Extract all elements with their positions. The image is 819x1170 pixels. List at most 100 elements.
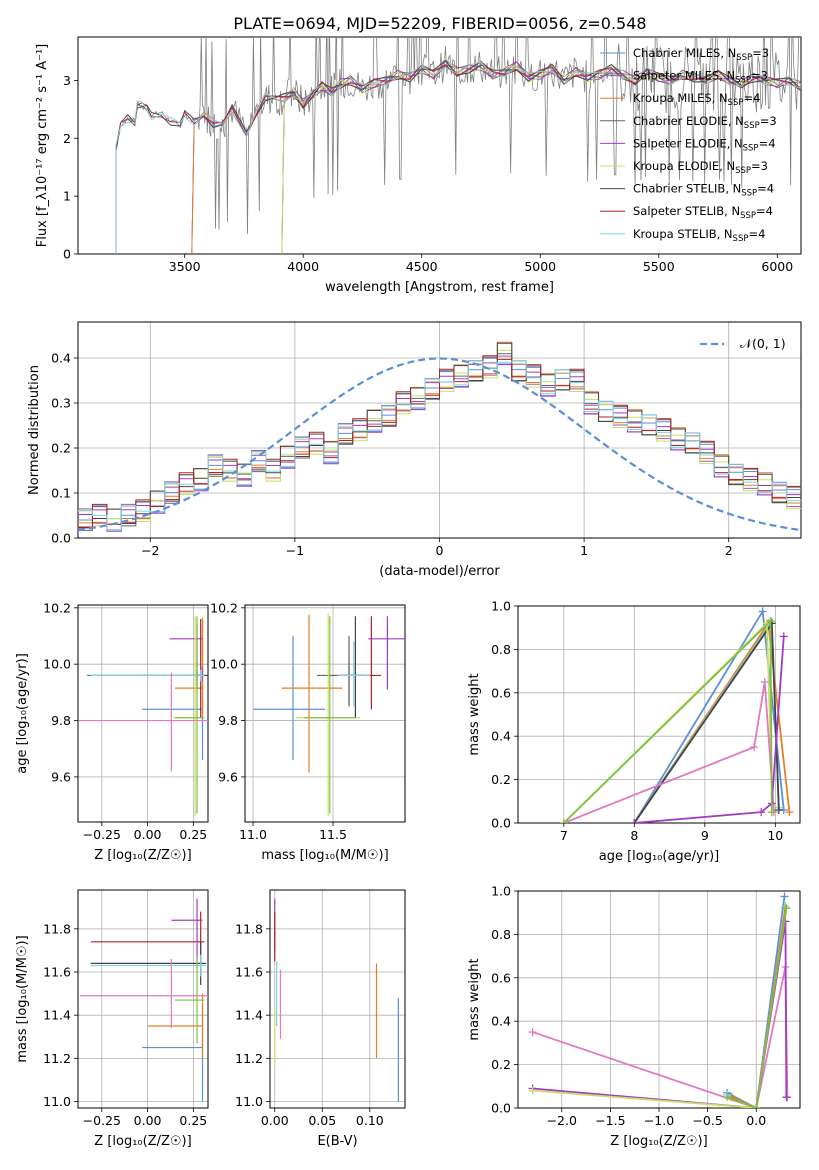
y-tick-label: 10.2 <box>43 600 71 615</box>
x-tick-label: 0.00 <box>261 1113 289 1128</box>
legend-suffix: =4 <box>757 182 774 196</box>
y-tick-label: 0.0 <box>51 531 71 546</box>
legend-subscript: SSP <box>740 211 756 221</box>
y-tick-label: 0.6 <box>491 685 511 700</box>
age-vs-mass-panel: 11.0 11.5 9.6 9.8 10.0 10.2 mass [log₁₀(M/M☉)] <box>210 600 406 863</box>
x-axis-label: mass [log₁₀(M/M☉)] <box>261 848 388 863</box>
y-tick-label: 9.8 <box>51 713 71 728</box>
axes-frame <box>244 604 406 823</box>
legend-entry: Chabrier ELODIE, NSSP=3 <box>633 114 777 131</box>
legend-entry: Salpeter STELIB, NSSP=4 <box>633 204 773 221</box>
x-axis-label: Z [log₁₀(Z/Z☉)] <box>94 848 191 863</box>
plot-area <box>79 898 208 1102</box>
legend-subscript: SSP <box>744 121 760 131</box>
legend-suffix: =3 <box>751 69 768 83</box>
y-tick-label: 1 <box>63 189 71 204</box>
weight-line <box>633 620 791 823</box>
legend-suffix: =3 <box>760 114 777 128</box>
x-tick-label: 8 <box>630 828 638 843</box>
weight-line <box>726 908 788 1108</box>
legend-suffix: =4 <box>759 136 776 150</box>
plot-area <box>274 898 399 1102</box>
axes-frame <box>77 36 802 255</box>
weight-vs-metallicity-panel: −2.0 −1.5 −1.0 −0.5 0.0 0.0 0.2 0.4 0.6 0.8 1.0 Z [… <box>467 884 801 1149</box>
legend-entry: Kroupa MILES, NSSP=4 <box>633 91 760 108</box>
x-tick-label: −2 <box>141 543 159 558</box>
y-tick-label: 0.4 <box>491 1014 511 1029</box>
x-tick-label: 0.00 <box>134 1113 162 1128</box>
legend-entry: Chabrier MILES, NSSP=3 <box>633 46 769 63</box>
weight-line <box>563 619 773 823</box>
model-spectrum-line <box>281 61 801 254</box>
y-tick-label: 0 <box>63 247 71 262</box>
x-tick-label: 6000 <box>761 259 793 274</box>
legend-entry: Chabrier STELIB, NSSP=4 <box>633 182 774 199</box>
x-tick-label: 4000 <box>287 259 319 274</box>
y-tick-label: 9.6 <box>51 769 71 784</box>
x-tick-label: 0.0 <box>746 1113 766 1128</box>
y-tick-label: 0.6 <box>491 970 511 985</box>
x-tick-label: 11.5 <box>319 827 347 842</box>
axes-frame <box>77 889 209 1109</box>
legend-entry: 𝒩(0, 1) <box>740 336 786 351</box>
x-tick-label: −2.0 <box>547 1113 577 1128</box>
x-tick-label: 4500 <box>406 259 438 274</box>
axes-frame <box>77 604 209 823</box>
y-tick-label: 9.6 <box>218 769 238 784</box>
x-tick-label: 2 <box>725 543 733 558</box>
weight-line <box>563 681 775 823</box>
residual-histogram-panel: −2 −1 0 1 2 0.0 0.1 0.2 0.3 0.4 (data-model)/error… <box>27 321 802 579</box>
y-tick-label: 10.0 <box>43 657 71 672</box>
y-tick-label: 11.6 <box>235 965 263 980</box>
axes-frame <box>77 321 802 539</box>
y-tick-label: 11.4 <box>43 1008 71 1023</box>
legend-subscript: SSP <box>735 166 751 176</box>
y-tick-label: 11.0 <box>235 1094 263 1109</box>
y-tick-label: 0.0 <box>491 1101 511 1116</box>
y-tick-label: 0.2 <box>491 772 511 787</box>
y-tick-label: 11.4 <box>235 1008 263 1023</box>
x-tick-label: 3500 <box>169 259 201 274</box>
model-spectrum-line <box>281 60 801 254</box>
legend-suffix: =4 <box>743 91 760 105</box>
y-tick-label: 0.2 <box>491 1057 511 1072</box>
x-tick-label: −0.25 <box>83 827 121 842</box>
legend-subscript: SSP <box>736 53 752 63</box>
y-tick-label: 9.8 <box>218 713 238 728</box>
y-axis-label: mass weight <box>467 673 482 755</box>
y-tick-label: 10.2 <box>210 600 238 615</box>
x-tick-label: 5000 <box>524 259 556 274</box>
x-tick-label: 10 <box>767 828 783 843</box>
legend-suffix: =3 <box>752 46 769 60</box>
axes-frame <box>517 605 801 824</box>
x-tick-label: 7 <box>560 828 568 843</box>
y-axis-label: age [log₁₀(age/yr)] <box>15 653 30 774</box>
y-axis-label: mass weight <box>467 958 482 1040</box>
y-tick-label: 1.0 <box>491 599 511 614</box>
x-axis-label: Z [log₁₀(Z/Z☉)] <box>94 1134 191 1149</box>
y-tick-label: 11.2 <box>235 1051 263 1066</box>
mass-vs-metallicity-panel: −0.25 0.00 0.25 11.0 11.2 11.4 11.6 11.8 Z [log₁… <box>15 889 209 1149</box>
plot-area <box>79 616 208 817</box>
y-tick-label: 0.0 <box>491 816 511 831</box>
y-tick-label: 0.8 <box>491 927 511 942</box>
weight-line <box>532 921 788 1108</box>
age-vs-metallicity-panel: −0.25 0.00 0.25 9.6 9.8 10.0 10.2 Z [log₁₀(Z/Z☉… <box>15 600 209 863</box>
y-tick-label: 11.2 <box>43 1051 71 1066</box>
x-tick-label: 1 <box>580 543 588 558</box>
x-axis-label: Z [log₁₀(Z/Z☉)] <box>610 1134 707 1149</box>
legend-subscript: SSP <box>741 189 757 199</box>
spectrum-panel: 3500 4000 4500 5000 5500 6000 0 1 2 3 wavelength [… <box>35 36 802 295</box>
legend-subscript: SSP <box>728 98 744 108</box>
legend-subscript: SSP <box>733 234 749 244</box>
plot-area <box>253 613 405 817</box>
x-tick-label: 5500 <box>643 259 675 274</box>
x-tick-label: −0.5 <box>692 1113 722 1128</box>
mass-vs-extinction-panel: 0.00 0.05 0.10 11.0 11.2 11.4 11.6 11.8 E(B-V) <box>235 889 406 1149</box>
histogram-series <box>78 360 801 531</box>
legend-entry: Kroupa ELODIE, NSSP=3 <box>633 159 768 176</box>
plot-area <box>528 892 792 1108</box>
y-tick-label: 0.4 <box>491 729 511 744</box>
plot-area <box>78 341 801 532</box>
